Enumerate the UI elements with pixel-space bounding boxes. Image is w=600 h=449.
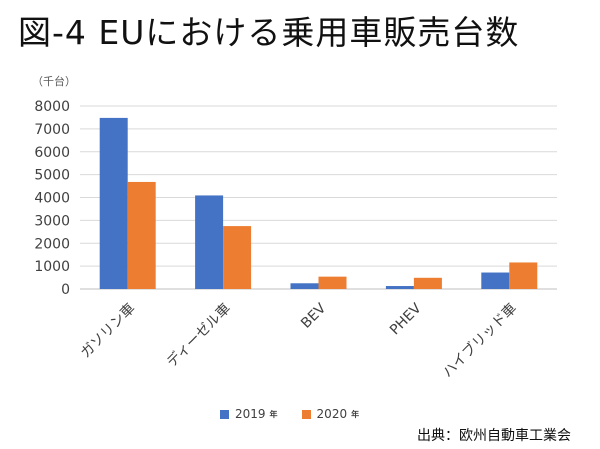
page-title: 図-4 EUにおける乗用車販売台数 xyxy=(18,13,520,52)
legend-item-2019: 2019 年 xyxy=(220,407,278,421)
y-tick-label: 2000 xyxy=(34,236,70,252)
legend-swatch-2019 xyxy=(220,409,229,419)
bar-2019-4 xyxy=(481,272,510,289)
y-tick-label: 7000 xyxy=(34,122,70,138)
legend-label-2019: 2019 xyxy=(235,407,266,421)
legend: 2019 年 2020 年 xyxy=(220,407,383,421)
y-tick-label: 8000 xyxy=(34,99,70,115)
source-note: 出典：欧州自動車工業会 xyxy=(417,428,571,444)
bar-2020-2 xyxy=(318,276,347,289)
x-tick-label: PHEV xyxy=(387,300,425,338)
legend-item-2020: 2020 年 xyxy=(301,407,360,421)
bar-2019-1 xyxy=(195,195,224,289)
bar-2020-3 xyxy=(413,277,442,289)
bar-2020-0 xyxy=(127,181,156,289)
y-tick-label: 6000 xyxy=(34,145,70,161)
y-tick-label: 0 xyxy=(61,282,70,298)
bar-2019-2 xyxy=(290,283,319,289)
y-tick-label: 3000 xyxy=(34,213,70,229)
x-tick-label: BEV xyxy=(298,300,329,331)
bar-2020-1 xyxy=(223,226,252,289)
bar-2019-3 xyxy=(385,286,414,289)
x-tick-label: ディーゼル車 xyxy=(163,300,234,371)
legend-label-2020: 2020 xyxy=(316,407,348,421)
bar-2019-0 xyxy=(99,117,128,290)
legend-suffix-2020: 年 xyxy=(351,409,360,419)
legend-suffix-2019: 年 xyxy=(269,409,278,419)
legend-swatch-2020 xyxy=(301,409,311,419)
y-axis-unit-label: （千台） xyxy=(32,75,76,88)
x-tick-label: ハイブリッド車 xyxy=(439,300,520,381)
y-tick-label: 1000 xyxy=(34,259,70,275)
y-tick-label: 4000 xyxy=(34,191,70,207)
x-tick-label: ガソリン車 xyxy=(77,300,139,362)
y-tick-label: 5000 xyxy=(34,168,70,184)
bar-2020-4 xyxy=(509,262,538,289)
